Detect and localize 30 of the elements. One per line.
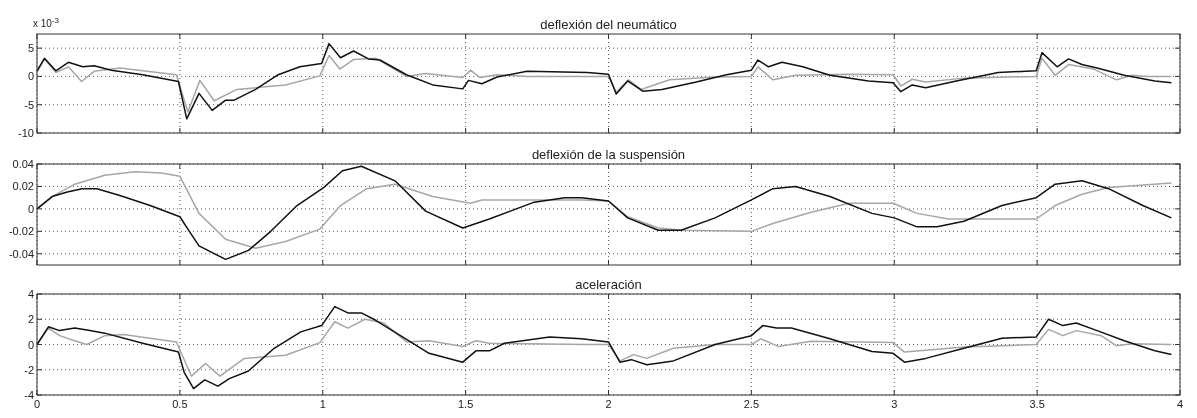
y-tick-label: -10 — [18, 127, 34, 139]
line-series — [36, 165, 1173, 261]
x-tick-label: 3 — [891, 398, 898, 410]
y-tick-label: 0.04 — [12, 158, 34, 170]
x-tick-label: 2 — [605, 398, 612, 410]
y-tick-label: 0.02 — [12, 180, 34, 193]
y-tick-label: -0.04 — [8, 247, 34, 260]
chart-title: deflexión del neumático — [540, 17, 677, 32]
y-tick-label: 0 — [27, 202, 34, 215]
line-series — [36, 42, 1173, 120]
chart-title: aceleración — [575, 277, 642, 292]
y-tick-label: 0 — [27, 70, 34, 83]
x-tick-label: 1 — [319, 398, 326, 410]
y-tick-label: -4 — [24, 389, 34, 401]
x-tick-label: 1.5 — [457, 398, 474, 410]
y-tick-label: 0 — [27, 338, 34, 351]
text: x 10$^{-3}$ — [33, 15, 60, 29]
x-tick-label: 2.5 — [743, 398, 760, 410]
chart-title: deflexión de la suspensión — [531, 147, 686, 162]
line-series — [36, 305, 1173, 390]
line-series — [36, 54, 1173, 113]
y-tick-label: -5 — [24, 98, 34, 111]
y-tick-label: -2 — [24, 363, 34, 376]
x-tick-label: 4 — [1176, 398, 1184, 410]
y-tick-label: 2 — [27, 313, 34, 326]
y-tick-label: -0.02 — [8, 225, 34, 238]
y-tick-label: 4 — [27, 288, 34, 300]
y-tick-label: 5 — [27, 42, 34, 55]
x-tick-label: 0.5 — [172, 398, 188, 410]
x-tick-label: 3.5 — [1029, 398, 1045, 410]
